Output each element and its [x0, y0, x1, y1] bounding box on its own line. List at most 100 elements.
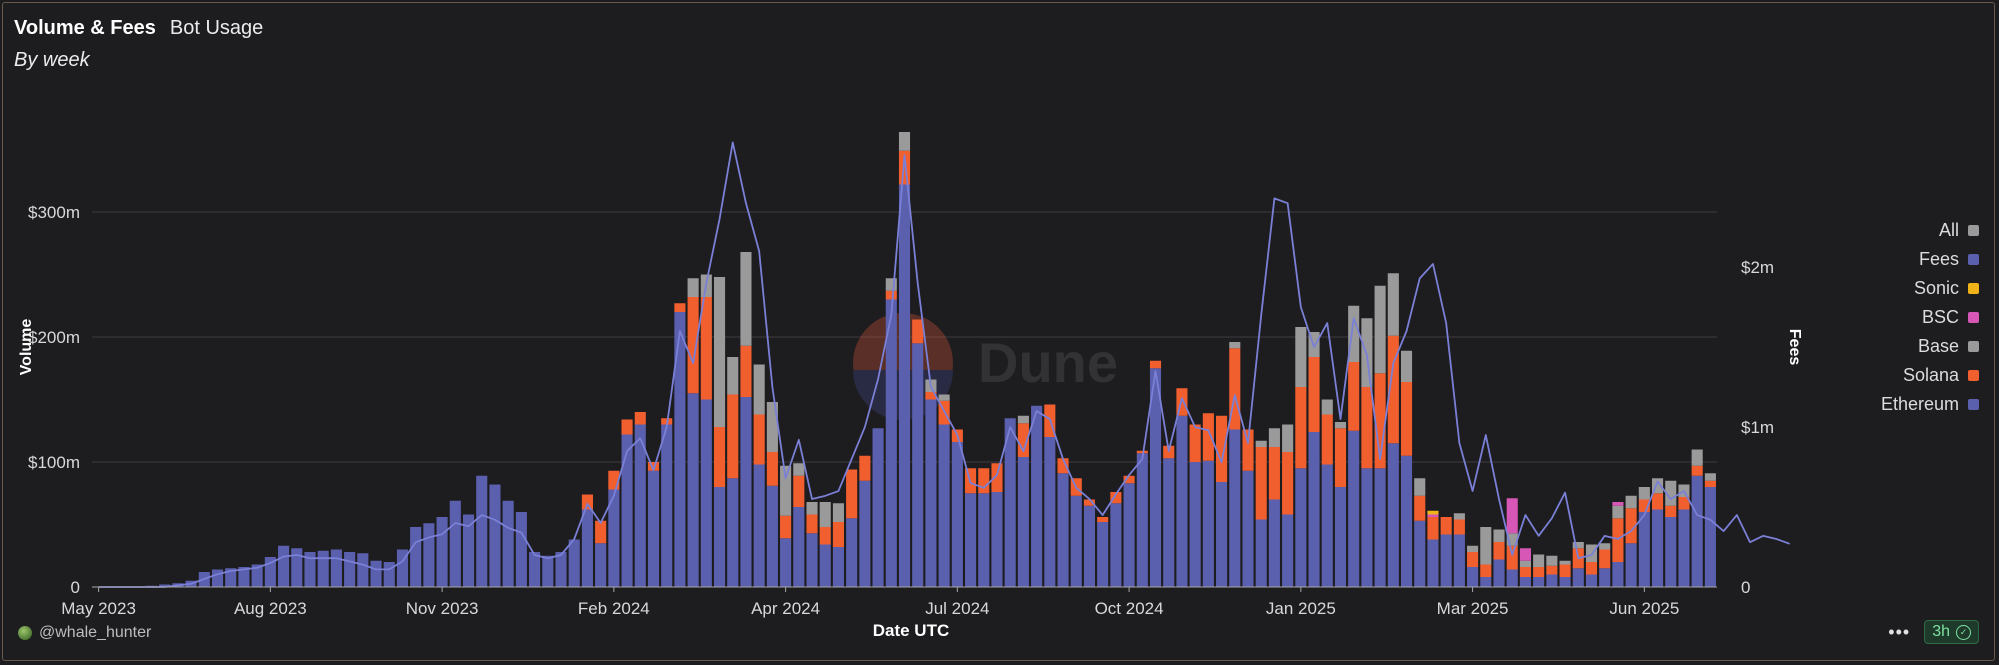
- bar-solana: [1546, 565, 1558, 575]
- bar-ethereum: [859, 480, 871, 587]
- bar-solana: [806, 514, 818, 534]
- bar-ethereum: [1638, 512, 1650, 587]
- x-tick-label: Mar 2025: [1437, 599, 1509, 618]
- bar-solana: [1533, 567, 1545, 577]
- legend-item-sonic[interactable]: Sonic: [1914, 277, 1979, 299]
- chart-header: Volume & Fees Bot Usage By week: [14, 17, 263, 72]
- chart-title: Volume & Fees: [14, 17, 156, 39]
- bar-base: [1533, 554, 1545, 567]
- bar-base: [713, 277, 726, 427]
- bar-ethereum: [1083, 505, 1096, 587]
- bar-solana: [1268, 447, 1280, 500]
- bar-ethereum: [1242, 470, 1254, 587]
- bar-ethereum: [225, 568, 237, 587]
- legend-item-fees[interactable]: Fees: [1919, 248, 1979, 270]
- legend-item-solana[interactable]: Solana: [1903, 364, 1979, 386]
- bar-ethereum: [515, 512, 527, 587]
- legend-item-base[interactable]: Base: [1918, 335, 1979, 357]
- x-tick-label: Apr 2024: [751, 599, 820, 618]
- bar-base: [806, 502, 818, 515]
- bar-base: [1255, 440, 1267, 447]
- legend-label: Sonic: [1913, 277, 1959, 298]
- footer-actions: ••• 3h ✓: [1888, 620, 1979, 644]
- bar-solana: [1136, 450, 1148, 454]
- bar-ethereum: [1282, 514, 1294, 587]
- y2-axis-label: Fees: [1786, 329, 1803, 366]
- bar-ethereum: [291, 548, 303, 587]
- bar-ethereum: [423, 523, 435, 587]
- refresh-status-badge[interactable]: 3h ✓: [1924, 620, 1979, 644]
- bar-solana: [1387, 335, 1399, 444]
- x-tick-label: Jun 2025: [1609, 599, 1679, 618]
- legend-item-ethereum[interactable]: Ethereum: [1881, 393, 1979, 415]
- bar-solana: [1559, 564, 1571, 577]
- bar-ethereum: [806, 533, 818, 587]
- bar-ethereum: [1400, 455, 1413, 587]
- bar-base: [727, 357, 739, 395]
- bar-ethereum: [1268, 499, 1280, 587]
- bar-ethereum: [1136, 453, 1148, 587]
- y2-tick-label: 0: [1741, 578, 1750, 597]
- x-tick-label: Jan 2025: [1266, 599, 1336, 618]
- axes: 0 $100m $200m $300m 0 $1m $2m May 2023 Aug 2023 N…: [28, 203, 1774, 618]
- bar-solana: [1176, 388, 1188, 416]
- bar-solana: [1216, 415, 1228, 482]
- bar-solana: [1374, 373, 1386, 469]
- bar-ethereum: [1334, 487, 1347, 587]
- bar-base: [1519, 560, 1531, 567]
- bar-solana: [1599, 549, 1611, 569]
- bar-ethereum: [1414, 520, 1426, 587]
- bar-base: [1017, 415, 1029, 424]
- legend-label: All: [1938, 219, 1959, 240]
- bar-ethereum: [1559, 577, 1571, 587]
- bar-base: [1625, 495, 1637, 509]
- legend-label: Fees: [1918, 248, 1959, 269]
- bar-ethereum: [1176, 415, 1188, 587]
- bar-ethereum: [1387, 443, 1399, 587]
- bar-solana: [1519, 567, 1531, 577]
- chart-period: By week: [14, 49, 90, 71]
- bar-solana: [991, 463, 1003, 492]
- bar-ethereum: [1057, 473, 1069, 587]
- bar-base: [1334, 422, 1347, 429]
- bar-bsc: [1519, 548, 1531, 561]
- legend-label: Base: [1917, 335, 1959, 356]
- bar-ethereum: [1599, 568, 1611, 587]
- bar-ethereum: [410, 527, 422, 587]
- bar-solana: [780, 515, 792, 539]
- legend-swatch: [1968, 253, 1979, 265]
- bar-ethereum: [1004, 418, 1016, 587]
- bar-base: [1599, 543, 1611, 550]
- bar-base: [766, 402, 778, 452]
- bar-ethereum: [357, 553, 369, 587]
- author[interactable]: @whale_hunter: [18, 624, 151, 642]
- bar-ethereum: [1519, 577, 1531, 587]
- legend-item-bsc[interactable]: BSC: [1922, 306, 1979, 328]
- legend-swatch: [1968, 311, 1979, 323]
- bar-solana: [634, 412, 646, 425]
- check-circle-icon: ✓: [1956, 624, 1971, 640]
- bar-base: [1691, 449, 1703, 466]
- bar-solana: [885, 290, 897, 300]
- bar-ethereum: [251, 564, 263, 587]
- bar-ethereum: [555, 552, 567, 587]
- bar-solana: [1691, 465, 1703, 476]
- bar-base: [687, 278, 699, 297]
- bar-solana: [1097, 517, 1109, 522]
- bar-solana: [740, 345, 752, 397]
- legend-item-all[interactable]: All: [1939, 219, 1979, 241]
- y2-tick-label: $2m: [1741, 258, 1774, 277]
- bar-ethereum: [621, 434, 633, 587]
- bar-base: [1572, 542, 1584, 549]
- ellipsis-icon[interactable]: •••: [1888, 621, 1911, 642]
- bar-ethereum: [1493, 559, 1505, 587]
- bar-solana: [925, 392, 937, 400]
- bar-ethereum: [1506, 569, 1518, 587]
- bar-solana: [595, 520, 607, 544]
- bar-ethereum: [1585, 574, 1598, 587]
- bar-base: [898, 132, 911, 151]
- bar-base: [1612, 505, 1624, 519]
- fees-line: [98, 141, 1790, 588]
- bar-ethereum: [727, 478, 739, 587]
- bar-solana: [700, 297, 712, 400]
